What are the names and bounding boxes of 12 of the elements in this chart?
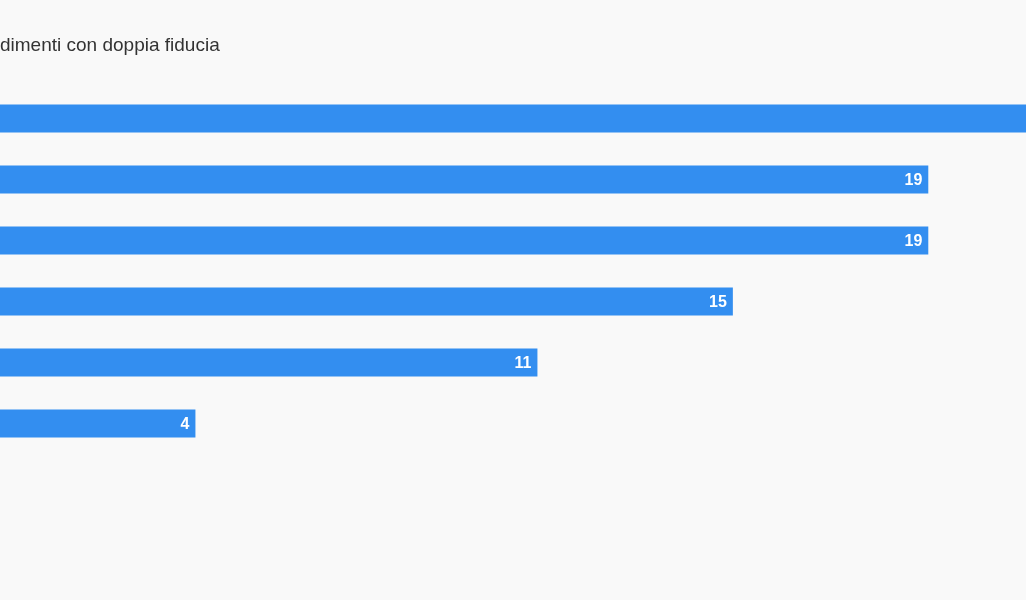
data-label: 15 [709, 292, 727, 310]
bar [0, 409, 196, 438]
bar [0, 226, 929, 255]
data-label: 19 [904, 231, 923, 249]
bar [0, 348, 538, 377]
bar [0, 165, 929, 194]
bar [0, 104, 1026, 133]
data-label: 11 [514, 353, 532, 371]
chart-title: dimenti con doppia fiducia [0, 34, 221, 55]
data-label: 19 [904, 170, 923, 188]
bar [0, 287, 733, 316]
data-label: 4 [180, 414, 190, 432]
